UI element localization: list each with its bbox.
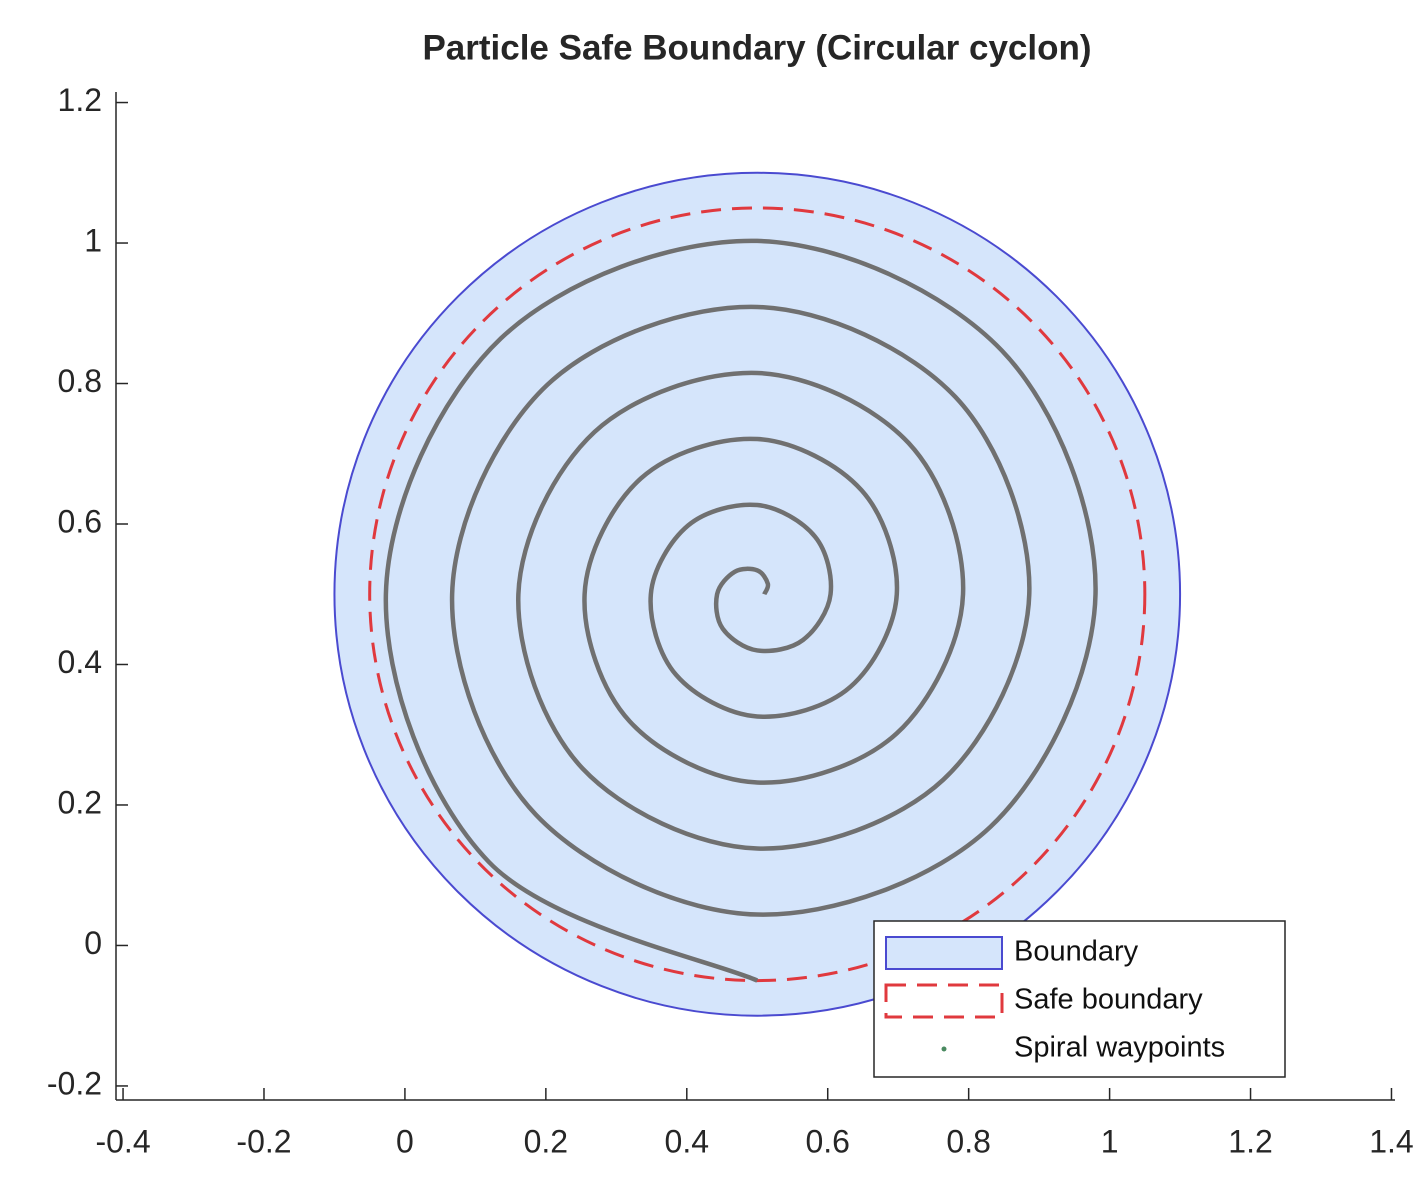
y-tick-label: -0.2 [47,1065,102,1101]
boundary [333,171,1182,1017]
legend-swatch [884,983,1004,1019]
y-tick-label: 0.4 [58,644,102,680]
y-tick-label: 0.6 [58,503,102,539]
legend-label: Safe boundary [1014,984,1203,1016]
legend-label: Spiral waypoints [1014,1032,1225,1064]
legend-swatch [941,1046,947,1052]
y-tick-label: 1.2 [58,82,102,118]
y-tick-label: 0 [84,925,102,961]
x-tick-label: 1.4 [1369,1123,1413,1159]
legend-swatch [885,936,1003,970]
y-tick-label: 1 [84,222,102,258]
y-tick-label: 0.8 [58,363,102,399]
x-tick-label: 0.4 [665,1123,709,1159]
y-tick-label: 0.2 [58,784,102,820]
chart-title: Particle Safe Boundary (Circular cyclon) [422,28,1091,67]
x-tick-label: 0 [396,1123,414,1159]
x-tick-label: 0.6 [805,1123,849,1159]
x-tick-label: -0.4 [95,1123,150,1159]
x-tick-label: 0.2 [524,1123,568,1159]
x-tick-label: -0.2 [236,1123,291,1159]
legend-label: Boundary [1014,936,1139,968]
x-tick-label: 1 [1101,1123,1119,1159]
spiral [383,238,1098,983]
x-tick-label: 1.2 [1228,1123,1272,1159]
x-tick-label: 0.8 [946,1123,990,1159]
